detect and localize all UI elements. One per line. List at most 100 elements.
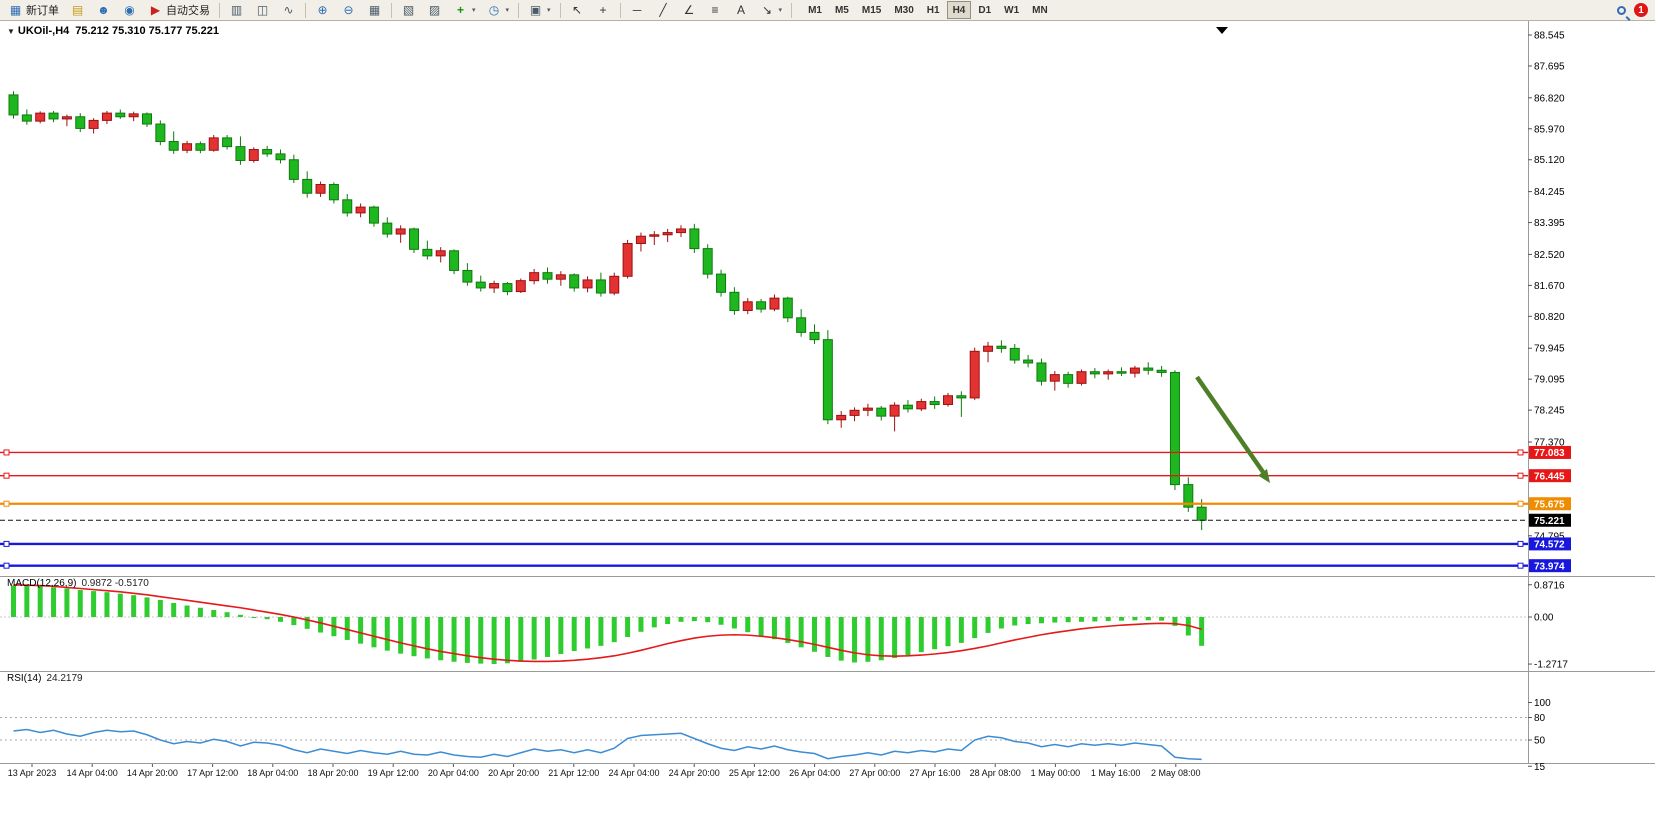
line-handle[interactable] xyxy=(1517,472,1524,479)
candle xyxy=(342,199,353,214)
timeframe-button-D1[interactable]: D1 xyxy=(972,1,997,19)
contacts-button[interactable]: ☻ xyxy=(91,1,116,20)
template-button[interactable]: ▣ ▾ xyxy=(523,1,556,20)
auto-scroll-button[interactable]: ▨ xyxy=(422,1,447,20)
add-indicator-button[interactable]: + ▾ xyxy=(448,1,481,20)
line-handle[interactable] xyxy=(1517,500,1524,507)
line-handle[interactable] xyxy=(3,472,10,479)
candle xyxy=(1089,371,1100,375)
candle xyxy=(489,283,500,289)
timeframe-button-M1[interactable]: M1 xyxy=(802,1,828,19)
price-lines-layer[interactable]: 77.083 76.445 75.675 75.221 74.572 73.974 xyxy=(0,445,1571,573)
toolbar-right-group: 1 xyxy=(1617,3,1652,17)
candle xyxy=(475,281,486,289)
chevron-down-icon[interactable]: ▾ xyxy=(505,7,510,14)
timeframe-button-H4[interactable]: H4 xyxy=(946,1,972,19)
clock-icon: ◷ xyxy=(488,3,500,17)
time-axis[interactable]: 13 Apr 2023 14 Apr 04:00 14 Apr 20:00 17 Ap… xyxy=(8,764,1201,778)
zoom-out-icon: ⊖ xyxy=(343,3,354,17)
line-handle[interactable] xyxy=(3,449,10,456)
macd-values: 0.9872 -0.5170 xyxy=(81,578,149,589)
candle xyxy=(876,407,887,417)
timeframe-button-W1[interactable]: W1 xyxy=(998,1,1025,19)
autotrade-label: 自动交易 xyxy=(166,5,210,17)
chart-title: ▼ UKOil-,H4 75.212 75.310 75.177 75.221 xyxy=(7,25,219,37)
time-axis-label: 14 Apr 20:00 xyxy=(127,768,178,778)
line-handle[interactable] xyxy=(1517,449,1524,456)
toolbar-separator xyxy=(518,2,520,18)
arrows-tool-button[interactable]: ↘ ▾ xyxy=(755,1,788,20)
line-handle[interactable] xyxy=(1517,540,1524,547)
chart-shift-button[interactable]: ▧ xyxy=(396,1,421,20)
price-axis-label: 88.545 xyxy=(1534,31,1565,42)
autotrade-button[interactable]: ▶ 自动交易 xyxy=(143,1,215,20)
chart-menu-arrow-icon[interactable]: ▼ xyxy=(7,27,15,36)
search-icon[interactable] xyxy=(1617,5,1626,15)
community-button[interactable]: ◉ xyxy=(117,1,142,20)
candle xyxy=(836,414,847,421)
line-chart-button[interactable]: ∿ xyxy=(276,1,301,20)
candle xyxy=(208,137,219,151)
line-handle[interactable] xyxy=(3,540,10,547)
chevron-down-icon[interactable]: ▾ xyxy=(778,7,783,14)
candle xyxy=(435,250,446,257)
chevron-down-icon[interactable]: ▾ xyxy=(547,7,551,14)
price-axis-label: 77.370 xyxy=(1534,437,1565,448)
timeframe-button-M5[interactable]: M5 xyxy=(829,1,855,19)
toolbar-separator xyxy=(559,2,561,18)
price-axis-label: 81.670 xyxy=(1534,281,1565,292)
line-handle[interactable] xyxy=(1517,562,1524,569)
trendline-button[interactable]: ╱ xyxy=(651,1,676,20)
cursor-button[interactable]: ↖ xyxy=(565,1,590,20)
candle xyxy=(1009,347,1020,361)
channel-button[interactable]: ∠ xyxy=(677,1,702,20)
time-axis-label: 26 Apr 04:00 xyxy=(789,768,840,778)
time-axis-label: 21 Apr 12:00 xyxy=(548,768,599,778)
arrow-head xyxy=(1258,469,1270,483)
text-tool-button[interactable]: A xyxy=(729,1,754,20)
time-axis-label: 18 Apr 20:00 xyxy=(307,768,358,778)
new-order-button[interactable]: ▦ 新订单 xyxy=(3,1,64,20)
candle xyxy=(929,401,940,405)
timeframe-button-M15[interactable]: M15 xyxy=(856,1,887,19)
timeframe-button-MN[interactable]: MN xyxy=(1026,1,1054,19)
depth-of-market-button[interactable]: ▤ xyxy=(65,1,90,20)
notification-badge[interactable]: 1 xyxy=(1634,3,1648,17)
candle xyxy=(515,280,526,293)
timeframe-button-H1[interactable]: H1 xyxy=(921,1,946,19)
zoom-out-button[interactable]: ⊖ xyxy=(336,1,361,20)
price-axis[interactable]: 88.545 87.695 86.820 85.970 85.120 84.245 83.3… xyxy=(1528,31,1565,543)
timeframe-button-M30[interactable]: M30 xyxy=(888,1,919,19)
candle xyxy=(782,297,793,319)
candle xyxy=(822,339,833,421)
trend-arrow[interactable] xyxy=(1195,375,1270,483)
zoom-in-button[interactable]: ⊕ xyxy=(310,1,335,20)
candlestick-chart-button[interactable]: ◫ xyxy=(250,1,275,20)
candle xyxy=(8,94,19,116)
candle xyxy=(769,297,780,310)
period-button[interactable]: ◷ ▾ xyxy=(482,1,515,20)
candle xyxy=(943,395,953,405)
bar-chart-button[interactable]: ▥ xyxy=(224,1,249,20)
time-axis-label: 18 Apr 04:00 xyxy=(247,768,298,778)
fibonacci-button[interactable]: ≡ xyxy=(703,1,728,20)
horizontal-line-button[interactable]: ─ xyxy=(625,1,650,20)
time-axis-label: 24 Apr 04:00 xyxy=(608,768,659,778)
autotrade-icon: ▶ xyxy=(150,3,161,17)
candle xyxy=(889,404,900,417)
line-handle[interactable] xyxy=(3,562,10,569)
chevron-down-icon[interactable]: ▾ xyxy=(472,7,476,14)
rsi-axis-label: 80 xyxy=(1534,713,1546,724)
crosshair-button[interactable]: + xyxy=(591,1,616,20)
new-order-icon: ▦ xyxy=(9,3,22,17)
line-handle[interactable] xyxy=(3,500,10,507)
candle xyxy=(21,114,32,122)
candle xyxy=(702,248,713,275)
candle xyxy=(422,248,433,257)
toolbar-separator xyxy=(391,2,392,18)
macd-axis-label: -1.2717 xyxy=(1534,660,1568,671)
bar-chart-icon: ▥ xyxy=(230,3,243,17)
tile-windows-button[interactable]: ▦ xyxy=(362,1,387,20)
time-axis-label: 28 Apr 08:00 xyxy=(970,768,1021,778)
